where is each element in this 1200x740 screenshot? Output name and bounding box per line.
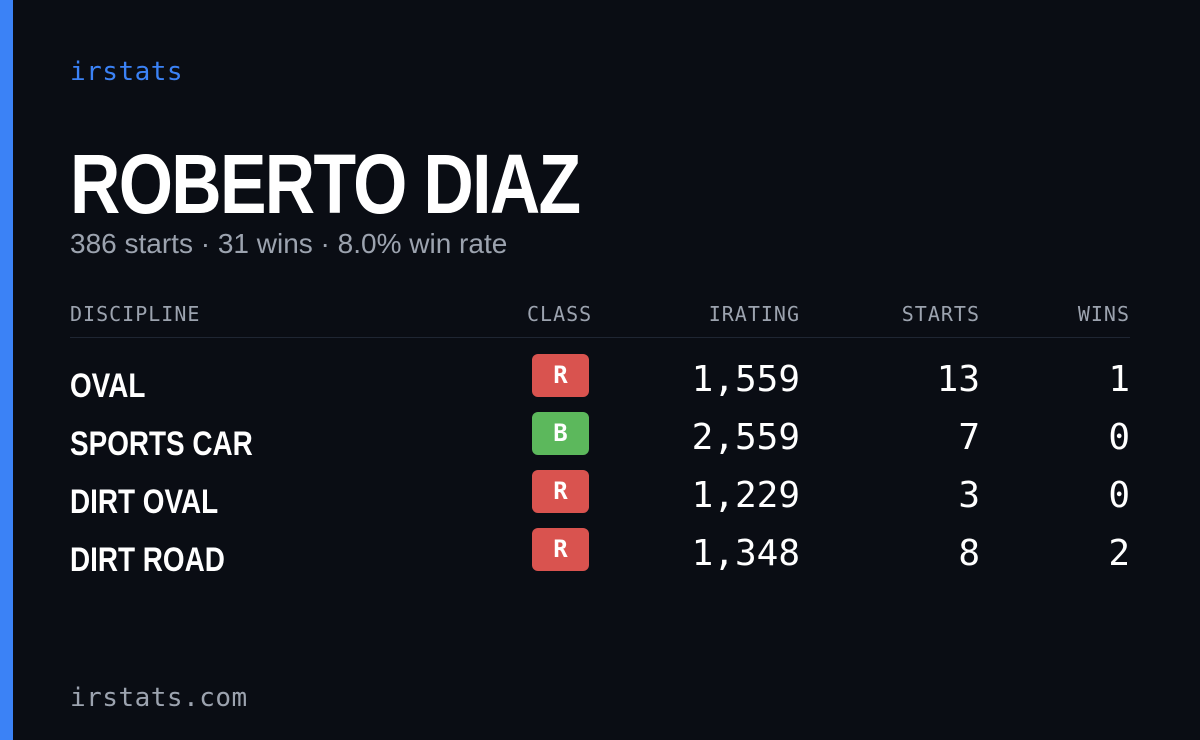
table-row: OVAL R 1,559 13 1 (0, 354, 1200, 405)
starts-value: 8 (958, 533, 980, 574)
irating-value: 1,559 (691, 359, 800, 400)
wins-value: 2 (1108, 533, 1130, 574)
table-row: DIRT ROAD R 1,348 8 2 (0, 528, 1200, 579)
column-header-discipline: DISCIPLINE (70, 302, 201, 326)
wins-value: 0 (1108, 417, 1130, 458)
irating-value: 2,559 (691, 417, 800, 458)
wins-value: 0 (1108, 475, 1130, 516)
irating-value: 1,348 (691, 533, 800, 574)
accent-bar (0, 0, 13, 740)
wins-value: 1 (1108, 359, 1130, 400)
class-badge: R (532, 528, 589, 571)
discipline-name: OVAL (70, 367, 146, 405)
brand-logo[interactable]: irstats (70, 57, 184, 87)
class-badge: R (532, 470, 589, 513)
discipline-name: SPORTS CAR (70, 425, 253, 463)
column-header-class: CLASS (527, 302, 593, 326)
irating-value: 1,229 (691, 475, 800, 516)
class-badge: B (532, 412, 589, 455)
table-row: SPORTS CAR B 2,559 7 0 (0, 412, 1200, 463)
table-row: DIRT OVAL R 1,229 3 0 (0, 470, 1200, 521)
discipline-name: DIRT OVAL (70, 483, 219, 521)
starts-value: 3 (958, 475, 980, 516)
column-header-starts: STARTS (901, 302, 980, 326)
footer-site-link[interactable]: irstats.com (70, 683, 248, 713)
player-name: ROBERTO DIAZ (70, 137, 581, 231)
player-summary: 386 starts · 31 wins · 8.0% win rate (70, 228, 508, 259)
class-badge: R (532, 354, 589, 397)
starts-value: 7 (958, 417, 980, 458)
header-divider (70, 337, 1130, 338)
discipline-name: DIRT ROAD (70, 541, 225, 579)
column-header-irating: IRATING (708, 302, 800, 326)
starts-value: 13 (936, 359, 980, 400)
column-header-wins: WINS (1077, 302, 1130, 326)
